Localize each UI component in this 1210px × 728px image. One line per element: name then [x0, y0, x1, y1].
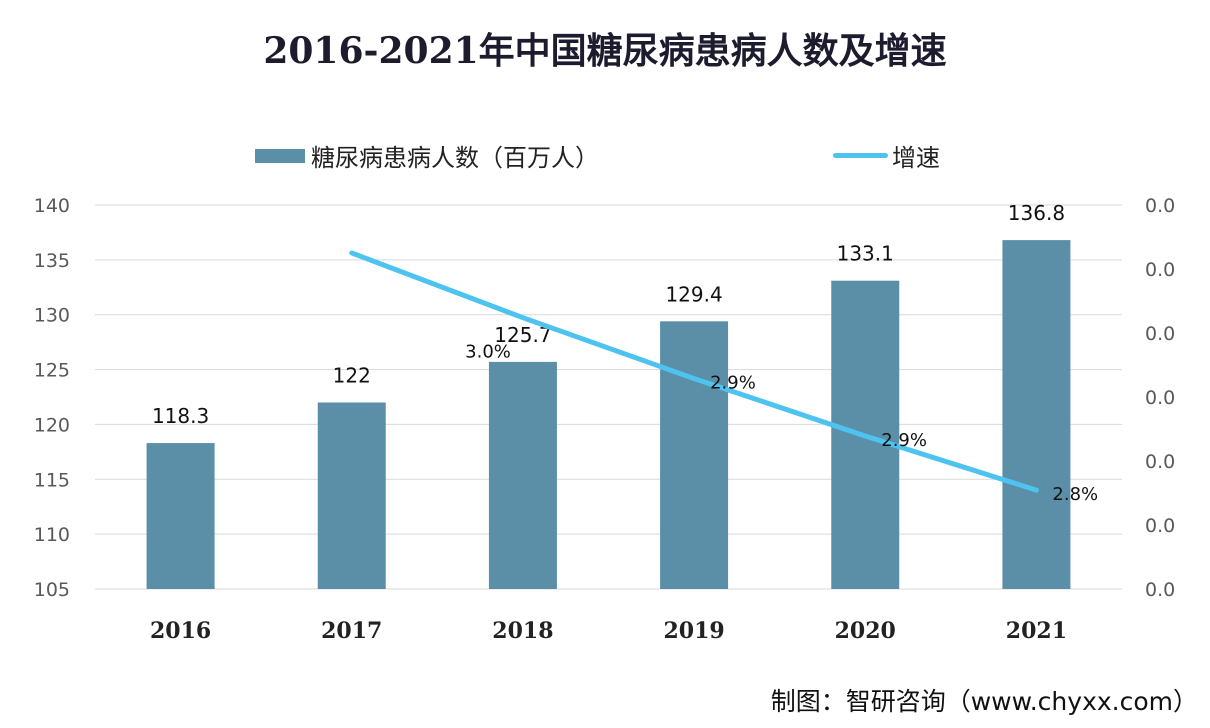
right-tick-label: 0.0: [1145, 259, 1175, 281]
left-tick-label: 110: [34, 524, 70, 546]
bar-value-label: 118.3: [152, 404, 209, 428]
x-tick-label: 2020: [835, 618, 896, 644]
x-tick-label: 2018: [492, 618, 553, 644]
left-tick-label: 130: [34, 305, 70, 327]
bar: [146, 443, 215, 589]
legend-swatch-line: [833, 153, 888, 158]
left-tick-label: 135: [34, 250, 70, 272]
bar-value-label: 133.1: [837, 242, 894, 266]
right-tick-label: 0.0: [1145, 451, 1175, 473]
legend-item-line: 增速: [833, 138, 940, 173]
right-tick-label: 0.0: [1145, 195, 1175, 217]
legend: 糖尿病患病人数（百万人） 增速: [255, 138, 955, 172]
legend-swatch-bar: [255, 148, 305, 163]
left-tick-label: 140: [34, 195, 70, 217]
left-tick-label: 105: [34, 579, 70, 601]
right-tick-label: 0.0: [1145, 579, 1175, 601]
left-tick-label: 120: [34, 414, 70, 436]
chart-title: 2016-2021年中国糖尿病患病人数及增速: [263, 30, 947, 72]
line-value-label: 2.9%: [710, 373, 756, 394]
bar-value-label: 122: [333, 363, 371, 387]
line-value-label: 3.0%: [465, 342, 511, 363]
x-tick-label: 2019: [663, 618, 724, 644]
growth-line: [349, 250, 1039, 493]
legend-label-line: 增速: [892, 144, 940, 172]
legend-label-bar: 糖尿病患病人数（百万人）: [311, 144, 599, 172]
bar: [1002, 240, 1071, 589]
x-tick-label: 2021: [1006, 618, 1067, 644]
line-value-label: 2.9%: [881, 430, 927, 451]
bar: [488, 361, 557, 589]
right-tick-label: 0.0: [1145, 387, 1175, 409]
right-tick-label: 0.0: [1145, 323, 1175, 345]
bar: [660, 321, 729, 589]
x-tick-label: 2016: [150, 618, 211, 644]
source-note: 制图：智研咨询（www.chyxx.com）: [770, 687, 1198, 716]
left-tick-label: 125: [34, 360, 70, 382]
bar: [317, 402, 386, 589]
bar-value-label: 136.8: [1008, 201, 1065, 225]
left-tick-label: 115: [34, 469, 70, 491]
line-value-label: 2.8%: [1052, 484, 1098, 505]
bar-value-label: 129.4: [665, 282, 722, 306]
x-tick-label: 2017: [321, 618, 382, 644]
legend-item-bar: 糖尿病患病人数（百万人）: [255, 138, 599, 173]
right-tick-label: 0.0: [1145, 515, 1175, 537]
